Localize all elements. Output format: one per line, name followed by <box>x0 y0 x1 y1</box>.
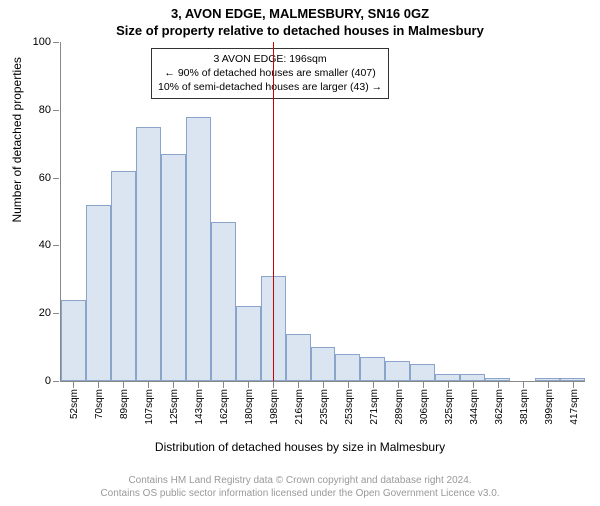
y-tick-label: 60 <box>39 172 51 184</box>
histogram-bar <box>535 378 560 381</box>
x-tick <box>498 382 499 388</box>
x-tick-label: 107sqm <box>144 389 155 425</box>
x-tick-label: 235sqm <box>319 389 330 425</box>
x-tick-label: 180sqm <box>244 389 255 425</box>
y-tick <box>53 381 59 382</box>
x-tick-label: 216sqm <box>294 389 305 425</box>
histogram-bar <box>485 378 510 381</box>
y-axis-label: Number of detached properties <box>10 57 24 222</box>
x-tick <box>298 382 299 388</box>
x-axis-label: Distribution of detached houses by size … <box>0 440 600 454</box>
y-tick <box>53 178 59 179</box>
x-tick <box>523 382 524 388</box>
x-tick-label: 125sqm <box>169 389 180 425</box>
x-tick <box>123 382 124 388</box>
histogram-bar <box>236 306 261 381</box>
histogram-bar <box>410 364 435 381</box>
page-title-1: 3, AVON EDGE, MALMESBURY, SN16 0GZ <box>0 6 600 21</box>
histogram-bar <box>86 205 111 381</box>
histogram-bar <box>435 374 460 381</box>
x-tick-label: 143sqm <box>194 389 205 425</box>
x-tick <box>98 382 99 388</box>
annotation-box: 3 AVON EDGE: 196sqm ← 90% of detached ho… <box>151 48 389 99</box>
footer-line-1: Contains HM Land Registry data © Crown c… <box>12 474 588 487</box>
x-tick <box>173 382 174 388</box>
histogram-bar <box>111 171 136 381</box>
x-tick <box>198 382 199 388</box>
y-tick <box>53 245 59 246</box>
histogram-bar <box>186 117 211 381</box>
y-tick <box>53 110 59 111</box>
histogram-bar <box>460 374 485 381</box>
page-title-2: Size of property relative to detached ho… <box>0 23 600 38</box>
x-tick-label: 89sqm <box>119 389 130 419</box>
x-tick <box>323 382 324 388</box>
reference-line <box>273 42 274 381</box>
histogram-bar <box>286 334 311 381</box>
annotation-line-1: 3 AVON EDGE: 196sqm <box>158 52 382 66</box>
histogram-bar <box>311 347 336 381</box>
histogram-bar <box>61 300 86 381</box>
x-tick <box>473 382 474 388</box>
y-tick-label: 20 <box>39 307 51 319</box>
histogram-bar <box>560 378 585 381</box>
footer-line-2: Contains OS public sector information li… <box>12 487 588 500</box>
x-tick-label: 198sqm <box>269 389 280 425</box>
x-tick-label: 399sqm <box>544 389 555 425</box>
y-tick-label: 80 <box>39 104 51 116</box>
y-tick-label: 40 <box>39 239 51 251</box>
x-tick <box>348 382 349 388</box>
x-tick-label: 253sqm <box>344 389 355 425</box>
x-tick-label: 417sqm <box>569 389 580 425</box>
x-tick-label: 362sqm <box>494 389 505 425</box>
x-tick-label: 381sqm <box>519 389 530 425</box>
x-tick-label: 70sqm <box>94 389 105 419</box>
x-tick <box>398 382 399 388</box>
x-tick <box>248 382 249 388</box>
x-tick <box>273 382 274 388</box>
x-tick <box>423 382 424 388</box>
x-tick <box>448 382 449 388</box>
histogram-bar <box>360 357 385 381</box>
x-tick <box>573 382 574 388</box>
x-tick-label: 162sqm <box>219 389 230 425</box>
histogram-bar <box>136 127 161 381</box>
y-tick <box>53 42 59 43</box>
x-tick <box>548 382 549 388</box>
x-tick <box>148 382 149 388</box>
x-tick-label: 344sqm <box>469 389 480 425</box>
plot-area: 3 AVON EDGE: 196sqm ← 90% of detached ho… <box>60 42 585 382</box>
annotation-line-3: 10% of semi-detached houses are larger (… <box>158 80 382 94</box>
x-tick-label: 306sqm <box>419 389 430 425</box>
x-tick-label: 325sqm <box>444 389 455 425</box>
histogram-bar <box>211 222 236 381</box>
x-tick-label: 289sqm <box>394 389 405 425</box>
y-tick-label: 100 <box>33 36 51 48</box>
histogram-bar <box>385 361 410 381</box>
x-tick-label: 52sqm <box>69 389 80 419</box>
footer: Contains HM Land Registry data © Crown c… <box>12 474 588 500</box>
y-tick <box>53 313 59 314</box>
x-tick <box>73 382 74 388</box>
annotation-line-2: ← 90% of detached houses are smaller (40… <box>158 66 382 80</box>
y-tick-label: 0 <box>45 375 51 387</box>
chart-area: 3 AVON EDGE: 196sqm ← 90% of detached ho… <box>60 42 585 382</box>
x-tick <box>373 382 374 388</box>
x-tick-label: 271sqm <box>369 389 380 425</box>
histogram-bar <box>161 154 186 381</box>
histogram-bar <box>335 354 360 381</box>
x-tick <box>223 382 224 388</box>
